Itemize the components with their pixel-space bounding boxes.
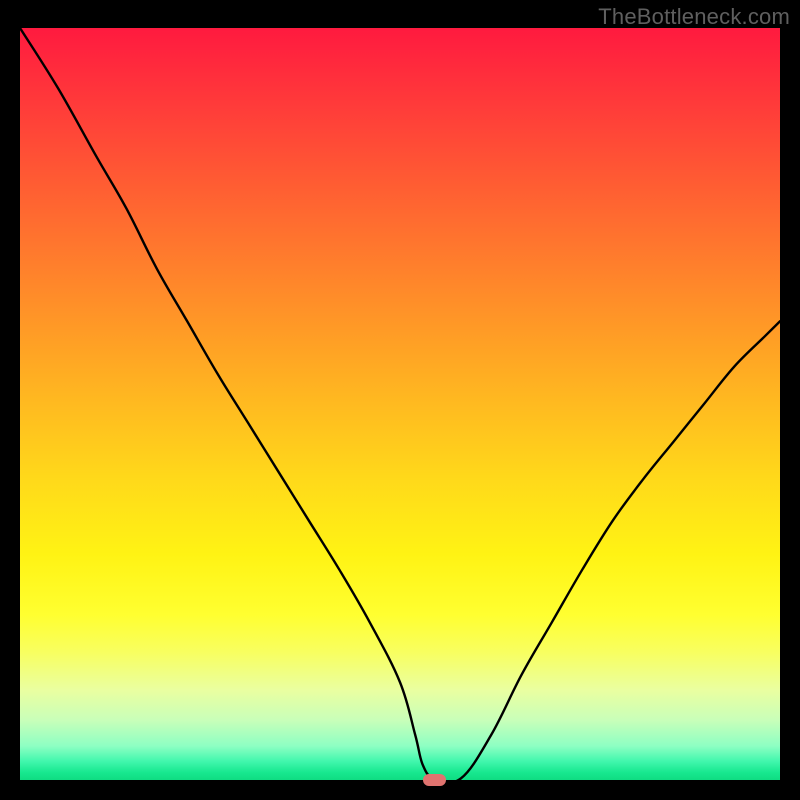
plot-svg <box>20 28 780 780</box>
gradient-background <box>20 28 780 780</box>
watermark-text: TheBottleneck.com <box>598 4 790 30</box>
optimal-marker-dot <box>423 774 446 785</box>
plot-area <box>20 28 780 780</box>
chart-frame: TheBottleneck.com <box>0 0 800 800</box>
